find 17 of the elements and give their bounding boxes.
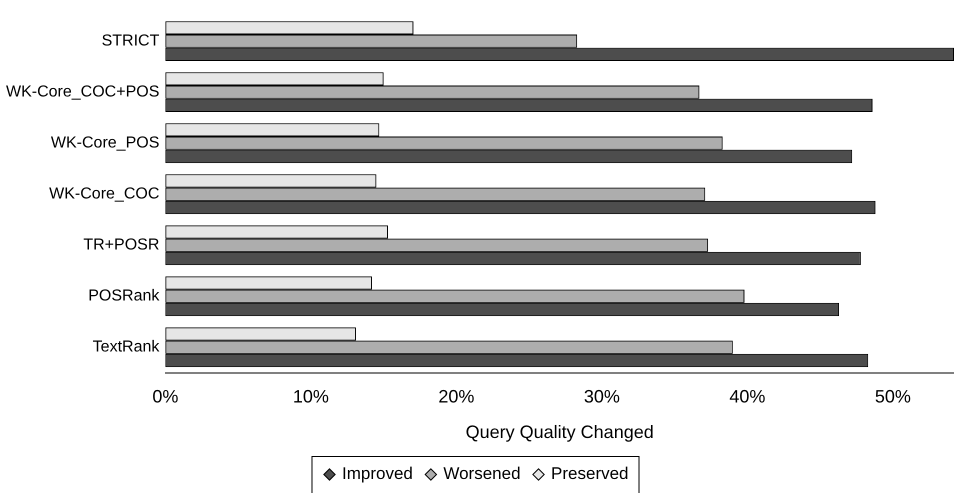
- y-tick-label: POSRank: [88, 288, 160, 305]
- x-tick-label: 50%: [874, 386, 911, 407]
- x-tick-label: 10%: [292, 386, 329, 407]
- x-axis-title: Query Quality Changed: [466, 422, 654, 442]
- legend-label: Preserved: [551, 464, 629, 484]
- y-tick-label: WK-Core_COC: [49, 186, 160, 203]
- legend-label: Worsened: [443, 464, 521, 484]
- legend-label: Improved: [342, 464, 413, 484]
- y-tick-label: TR+POSR: [83, 236, 160, 254]
- x-tick-label: 30%: [584, 386, 620, 407]
- x-tick-label: 20%: [438, 386, 474, 407]
- x-tick-label: 40%: [729, 386, 766, 407]
- y-tick-label: WK-Core_COC+POS: [6, 84, 160, 101]
- y-tick-label: WK-Core_POS: [50, 134, 160, 152]
- y-tick-label: TextRank: [92, 338, 160, 356]
- x-tick-label: 0%: [152, 386, 178, 407]
- y-tick-label: STRICT: [102, 32, 160, 50]
